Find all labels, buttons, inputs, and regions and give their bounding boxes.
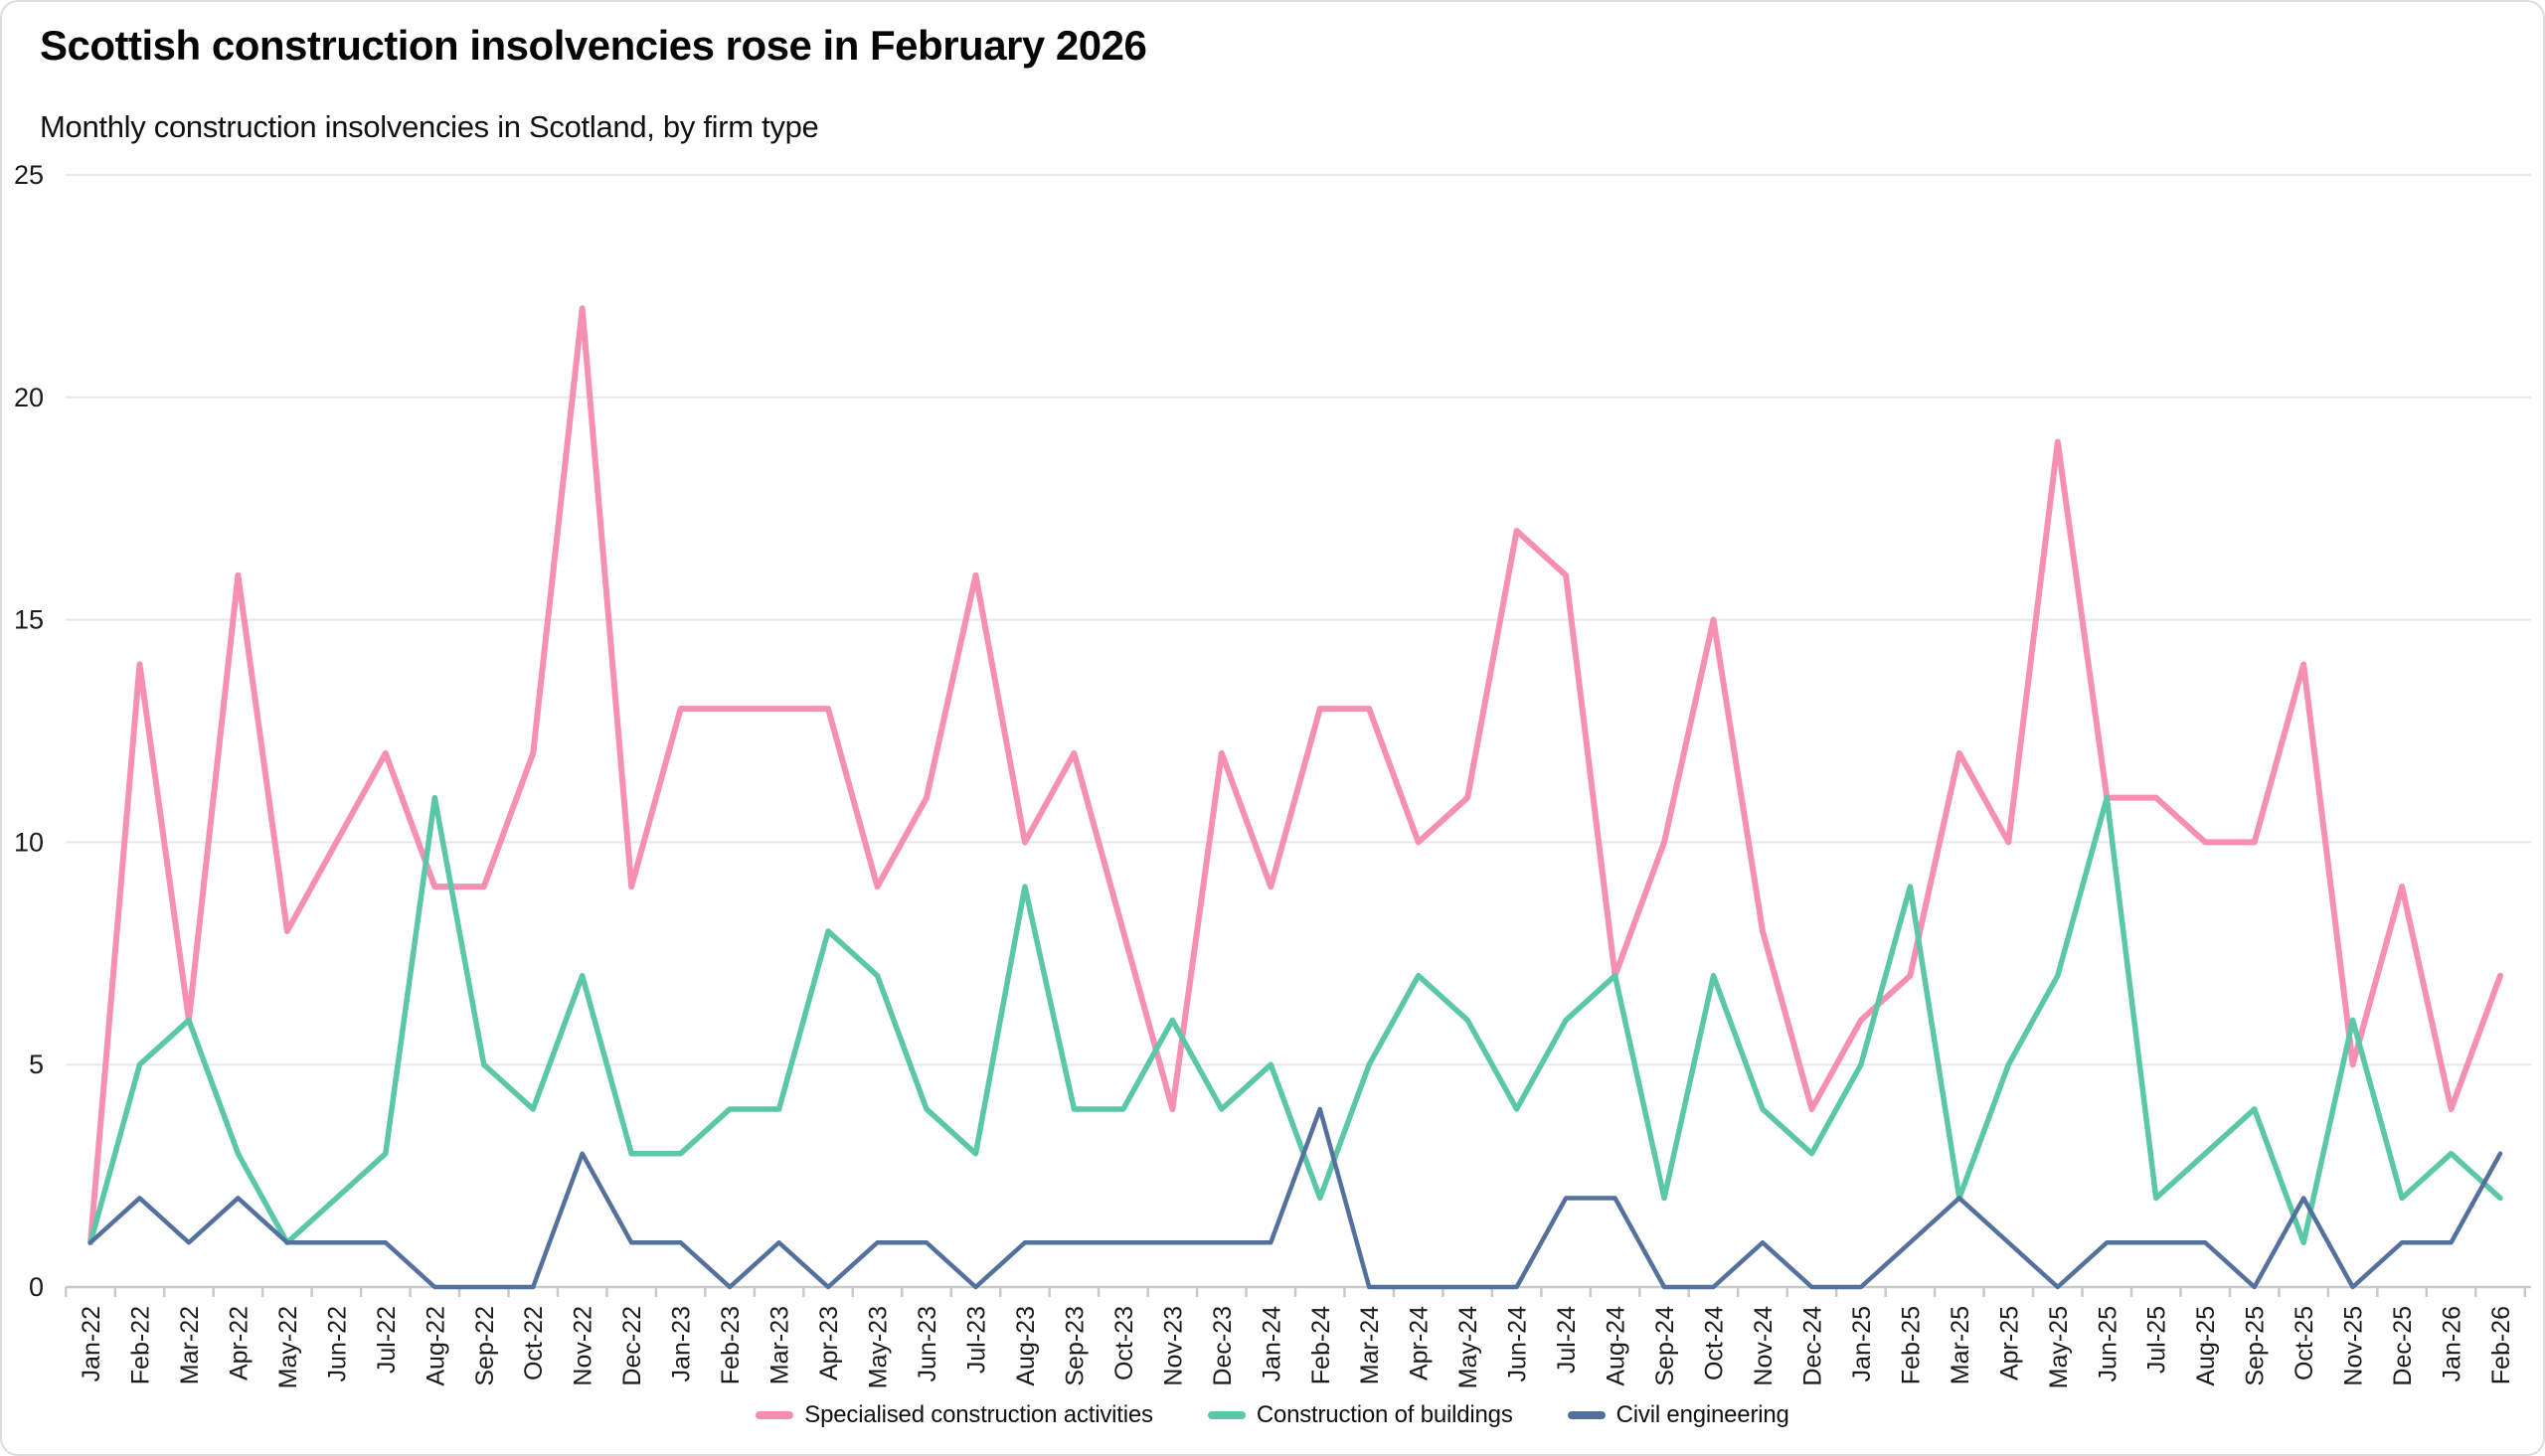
legend-swatch-blue — [1567, 1411, 1606, 1419]
x-axis-label: Nov-22 — [570, 1306, 597, 1386]
y-axis-label: 5 — [29, 1050, 44, 1079]
x-axis-label: Aug-24 — [1603, 1306, 1630, 1386]
x-axis-label: Oct-24 — [1701, 1306, 1729, 1380]
x-axis-label: May-25 — [2045, 1306, 2073, 1388]
line-specialised-construction-activities — [87, 305, 2504, 1246]
y-axis-label: 10 — [14, 827, 44, 857]
x-axis-label: Sep-22 — [471, 1306, 499, 1386]
x-axis-label: Mar-24 — [1356, 1306, 1384, 1384]
legend-label: Specialised construction activities — [804, 1401, 1153, 1428]
x-axis-label: May-22 — [274, 1306, 302, 1388]
series-lines — [87, 305, 2504, 1290]
x-axis-label: Feb-25 — [1897, 1306, 1925, 1384]
x-axis-label: Jul-25 — [2143, 1306, 2171, 1374]
legend-label: Civil engineering — [1615, 1401, 1789, 1428]
y-axis-label: 0 — [29, 1272, 44, 1302]
y-axis-labels: 0 5 10 15 20 25 — [14, 160, 44, 1302]
x-axis-label: Feb-26 — [2487, 1306, 2515, 1384]
x-axis-label: Mar-22 — [176, 1306, 204, 1384]
chart-title: Scottish construction insolvencies rose … — [40, 22, 1147, 69]
chart-legend: Specialised construction activities Cons… — [2, 1401, 2543, 1429]
x-axis-label: Nov-25 — [2340, 1306, 2368, 1386]
x-axis-label: Apr-25 — [1995, 1306, 2023, 1380]
x-axis-label: Aug-25 — [2192, 1306, 2220, 1386]
legend-item-specialised-construction-activities[interactable]: Specialised construction activities — [756, 1401, 1153, 1429]
legend-swatch-green — [1207, 1411, 1246, 1419]
line-civil-engineering — [87, 1106, 2503, 1290]
legend-item-civil-engineering[interactable]: Civil engineering — [1567, 1401, 1789, 1429]
x-axis-label: Jul-23 — [962, 1306, 990, 1374]
x-axis-label: Oct-25 — [2290, 1306, 2318, 1380]
x-axis-label: Apr-22 — [225, 1306, 253, 1380]
x-axis-label: Dec-24 — [1798, 1306, 1826, 1386]
legend-label: Construction of buildings — [1256, 1401, 1513, 1428]
y-axis-label: 15 — [14, 605, 44, 635]
x-axis-label: Aug-22 — [422, 1306, 449, 1386]
x-axis-label: May-23 — [865, 1306, 893, 1388]
x-axis-label: Oct-23 — [1110, 1306, 1138, 1380]
y-axis-label: 25 — [14, 160, 44, 190]
x-axis-label: Jun-22 — [323, 1306, 351, 1381]
x-axis-label: Jan-22 — [78, 1306, 105, 1381]
x-axis-label: Jul-22 — [373, 1306, 401, 1374]
x-axis-label: Mar-25 — [1947, 1306, 1974, 1384]
chart-subtitle: Monthly construction insolvencies in Sco… — [40, 109, 819, 144]
x-axis-label: Apr-23 — [815, 1306, 843, 1380]
line-construction-of-buildings — [87, 794, 2503, 1245]
x-axis-label: Jun-25 — [2094, 1306, 2121, 1381]
x-axis-label: Jul-24 — [1553, 1306, 1581, 1374]
x-axis-label: Jan-23 — [668, 1306, 696, 1381]
x-axis-label: Mar-23 — [766, 1306, 794, 1384]
x-axis-label: Oct-22 — [520, 1306, 548, 1380]
x-axis-label: Jan-25 — [1848, 1306, 1876, 1381]
legend-item-construction-of-buildings[interactable]: Construction of buildings — [1207, 1401, 1513, 1429]
y-gridlines — [66, 174, 2531, 1289]
x-axis-label: Feb-22 — [126, 1306, 154, 1384]
y-axis-label: 20 — [14, 383, 44, 412]
x-axis-label: Feb-23 — [717, 1306, 745, 1384]
x-axis-label: Sep-24 — [1651, 1306, 1679, 1386]
x-axis-labels: Jan-22 Feb-22 Mar-22 Apr-22 May-22 Jun-22 Jul-… — [78, 1306, 2515, 1388]
x-axis-label: Feb-24 — [1307, 1306, 1335, 1384]
x-axis-label: Jun-24 — [1504, 1306, 1532, 1382]
x-axis-label: Dec-25 — [2389, 1306, 2417, 1386]
legend-swatch-pink — [756, 1411, 794, 1419]
x-axis-label: Jan-24 — [1258, 1306, 1285, 1382]
x-axis-label: Sep-25 — [2242, 1306, 2270, 1386]
x-axis-label: Jan-26 — [2439, 1306, 2466, 1381]
x-axis-label: May-24 — [1454, 1306, 1482, 1388]
x-axis-label: Apr-24 — [1406, 1306, 1434, 1380]
x-axis-label: Dec-23 — [1209, 1306, 1237, 1386]
x-axis-label: Dec-22 — [618, 1306, 646, 1386]
x-axis-label: Jun-23 — [914, 1306, 941, 1381]
x-ticks — [65, 1287, 2527, 1297]
x-axis-label: Sep-23 — [1061, 1306, 1089, 1386]
x-axis-label: Aug-23 — [1012, 1306, 1040, 1386]
x-axis-label: Nov-23 — [1159, 1306, 1187, 1386]
x-axis-label: Nov-24 — [1750, 1306, 1778, 1386]
